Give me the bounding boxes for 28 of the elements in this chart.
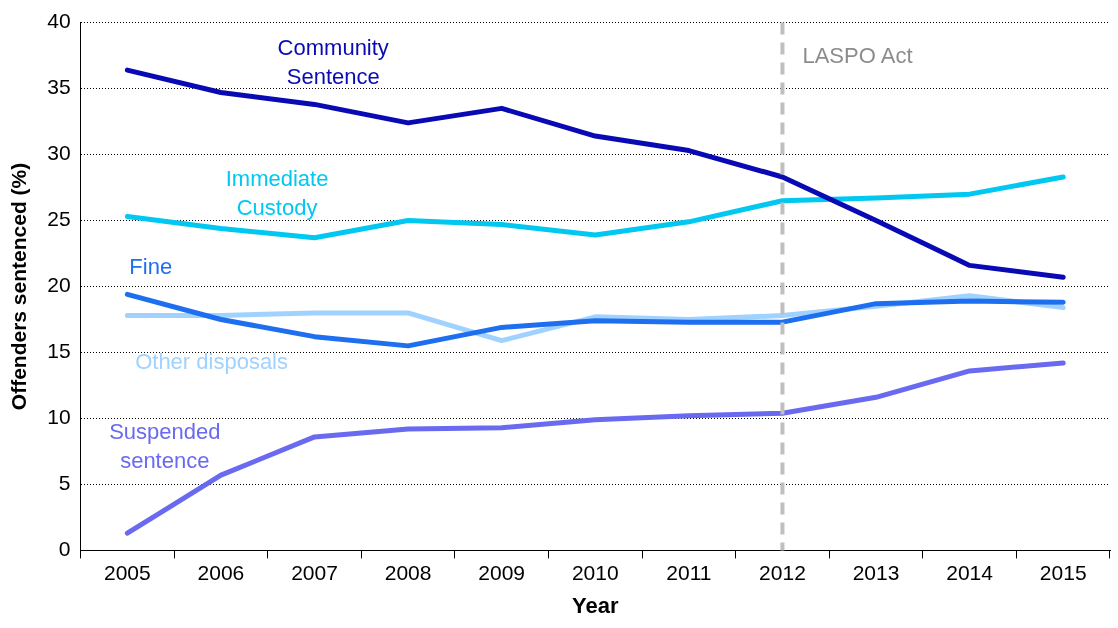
x-tick-label: 2007 <box>291 560 338 584</box>
x-tick-label: 2015 <box>1039 560 1087 584</box>
x-tick-label: 2006 <box>197 560 245 584</box>
x-tick-label: 2009 <box>478 560 526 584</box>
series-label: Community Sentence <box>277 35 389 90</box>
y-tick-label: 35 <box>47 75 71 99</box>
series-label: Other disposals <box>135 349 289 375</box>
ref-line-label: LASPO Act <box>802 42 913 68</box>
series-label: Suspended sentence <box>109 419 221 474</box>
y-tick-label: 20 <box>47 273 71 297</box>
x-tick-label: 2005 <box>103 560 151 584</box>
y-tick-label: 0 <box>58 537 71 561</box>
series-label: Fine <box>129 254 173 280</box>
x-tick-label: 2013 <box>852 560 900 584</box>
x-tick-label: 2010 <box>571 560 619 584</box>
x-tick-label: 2008 <box>384 560 432 584</box>
x-tick-label: 2012 <box>759 560 806 584</box>
x-axis-title: Year <box>572 592 619 618</box>
y-tick-label: 10 <box>47 405 71 429</box>
x-tick-label: 2011 <box>666 560 712 584</box>
y-tick-label: 40 <box>47 9 71 33</box>
series-label: Immediate Custody <box>225 165 329 220</box>
y-tick-label: 5 <box>58 471 71 495</box>
y-tick-label: 15 <box>47 339 71 363</box>
y-axis-title: Offenders sentenced (%) <box>7 162 31 411</box>
x-tick-label: 2014 <box>946 560 994 584</box>
y-tick-label: 25 <box>47 207 71 231</box>
y-tick-label: 30 <box>47 141 71 165</box>
